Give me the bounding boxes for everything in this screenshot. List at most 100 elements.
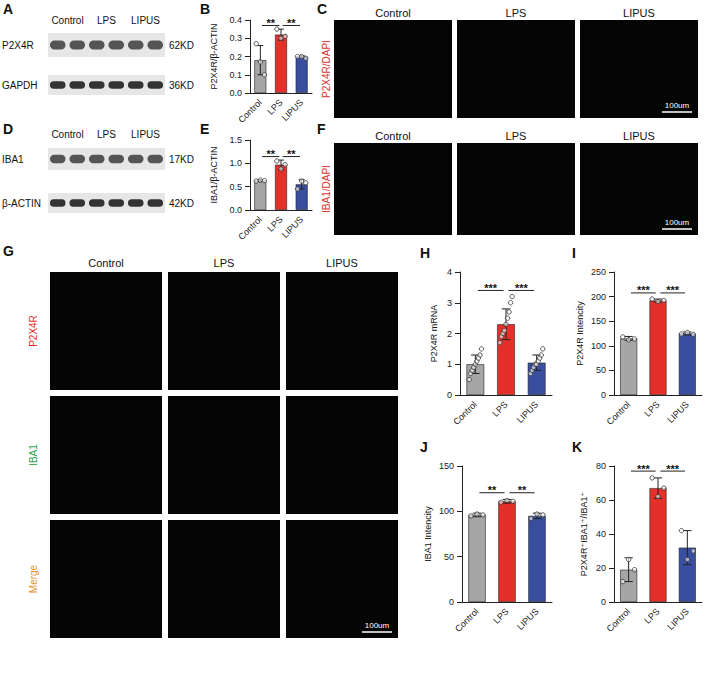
svg-text:P2X4R: P2X4R: [2, 40, 34, 51]
svg-text:P2X4R/β-ACTIN: P2X4R/β-ACTIN: [209, 23, 219, 89]
svg-text:***: ***: [484, 282, 498, 294]
svg-text:LPS: LPS: [506, 7, 527, 19]
svg-text:C: C: [317, 1, 327, 17]
svg-text:GAPDH: GAPDH: [2, 80, 38, 91]
svg-text:0.3: 0.3: [229, 33, 242, 43]
svg-text:0: 0: [449, 597, 454, 607]
svg-text:***: ***: [666, 463, 680, 475]
svg-text:LPS: LPS: [506, 130, 527, 142]
svg-text:β-ACTIN: β-ACTIN: [2, 198, 41, 209]
svg-text:LPS: LPS: [642, 606, 661, 625]
svg-text:100: 100: [439, 506, 454, 516]
svg-text:IBA1/β-ACTIN: IBA1/β-ACTIN: [209, 146, 219, 203]
svg-text:**: **: [287, 17, 296, 29]
svg-text:Control: Control: [605, 399, 633, 427]
svg-text:0.0: 0.0: [229, 88, 242, 98]
svg-text:80: 80: [596, 461, 606, 471]
svg-text:LIPUS: LIPUS: [131, 15, 160, 26]
svg-text:LPS: LPS: [642, 399, 661, 418]
svg-text:H: H: [420, 245, 430, 261]
svg-text:100um: 100um: [665, 101, 690, 110]
svg-text:LIPUS: LIPUS: [131, 129, 160, 140]
svg-text:2: 2: [447, 329, 452, 339]
svg-text:0.2: 0.2: [229, 52, 242, 62]
svg-text:1: 1: [447, 359, 452, 369]
svg-text:Control: Control: [51, 129, 83, 140]
svg-text:20: 20: [596, 563, 606, 573]
svg-text:***: ***: [515, 282, 529, 294]
svg-text:LIPUS: LIPUS: [623, 7, 655, 19]
svg-text:LIPUS: LIPUS: [515, 399, 540, 424]
svg-text:0.4: 0.4: [229, 15, 242, 25]
svg-text:I: I: [572, 245, 576, 261]
svg-text:***: ***: [637, 284, 651, 296]
svg-text:0.0: 0.0: [229, 205, 242, 215]
svg-text:LPS: LPS: [97, 15, 116, 26]
svg-text:Control: Control: [453, 606, 481, 634]
svg-text:**: **: [266, 148, 275, 160]
svg-text:P2X4R⁺IBA1⁺/IBA1⁺: P2X4R⁺IBA1⁺/IBA1⁺: [579, 492, 589, 577]
svg-text:IBA1: IBA1: [28, 444, 39, 466]
svg-text:50: 50: [596, 365, 606, 375]
svg-text:LPS: LPS: [491, 606, 510, 625]
svg-text:1.5: 1.5: [229, 135, 242, 145]
svg-text:LPS: LPS: [214, 257, 235, 269]
svg-text:LPS: LPS: [97, 129, 116, 140]
svg-text:E: E: [200, 121, 209, 137]
svg-text:4: 4: [447, 267, 452, 277]
svg-text:***: ***: [666, 284, 680, 296]
svg-text:B: B: [200, 1, 210, 17]
svg-text:42KD: 42KD: [169, 198, 194, 209]
svg-text:LIPUS: LIPUS: [665, 399, 690, 424]
svg-text:***: ***: [637, 463, 651, 475]
svg-text:0: 0: [447, 390, 452, 400]
svg-text:Control: Control: [451, 399, 479, 427]
svg-text:Control: Control: [605, 606, 633, 634]
svg-text:F: F: [317, 121, 326, 137]
svg-text:G: G: [3, 243, 14, 259]
svg-text:P2X4R Intencity: P2X4R Intencity: [575, 301, 585, 366]
svg-text:LIPUS: LIPUS: [280, 97, 305, 122]
svg-text:D: D: [3, 121, 13, 137]
svg-text:100um: 100um: [365, 621, 390, 630]
svg-text:3: 3: [447, 298, 452, 308]
svg-text:LIPUS: LIPUS: [665, 606, 690, 631]
svg-text:P2X4R/DAPI: P2X4R/DAPI: [321, 40, 332, 98]
svg-text:P2X4R: P2X4R: [28, 315, 39, 347]
svg-text:A: A: [3, 1, 13, 17]
svg-text:0: 0: [601, 597, 606, 607]
svg-text:LIPUS: LIPUS: [280, 214, 305, 239]
svg-text:**: **: [518, 484, 527, 496]
svg-text:IBA1: IBA1: [2, 154, 24, 165]
svg-text:LPS: LPS: [490, 399, 509, 418]
svg-text:P2X4R mRNA: P2X4R mRNA: [429, 305, 439, 363]
svg-text:50: 50: [444, 552, 454, 562]
svg-text:**: **: [266, 17, 275, 29]
svg-text:Control: Control: [88, 257, 123, 269]
svg-text:**: **: [488, 484, 497, 496]
svg-text:150: 150: [439, 461, 454, 471]
svg-text:1.0: 1.0: [229, 158, 242, 168]
svg-text:40: 40: [596, 529, 606, 539]
svg-text:Control: Control: [375, 7, 410, 19]
svg-text:IBA1 Intencity: IBA1 Intencity: [423, 506, 433, 562]
svg-text:250: 250: [591, 267, 606, 277]
svg-text:LIPUS: LIPUS: [623, 130, 655, 142]
svg-text:Control: Control: [236, 214, 264, 242]
svg-text:60: 60: [596, 495, 606, 505]
svg-text:J: J: [420, 439, 428, 455]
svg-text:IBA1/DAPI: IBA1/DAPI: [321, 165, 332, 213]
svg-text:200: 200: [591, 292, 606, 302]
svg-text:Control: Control: [51, 15, 83, 26]
svg-text:150: 150: [591, 316, 606, 326]
svg-text:62KD: 62KD: [169, 40, 194, 51]
svg-text:K: K: [572, 439, 582, 455]
svg-text:0.5: 0.5: [229, 182, 242, 192]
svg-text:LIPUS: LIPUS: [326, 257, 358, 269]
svg-text:36KD: 36KD: [169, 80, 194, 91]
svg-text:Control: Control: [236, 97, 264, 125]
svg-text:17KD: 17KD: [169, 154, 194, 165]
svg-text:100: 100: [591, 341, 606, 351]
svg-text:LIPUS: LIPUS: [515, 606, 540, 631]
svg-text:**: **: [287, 148, 296, 160]
